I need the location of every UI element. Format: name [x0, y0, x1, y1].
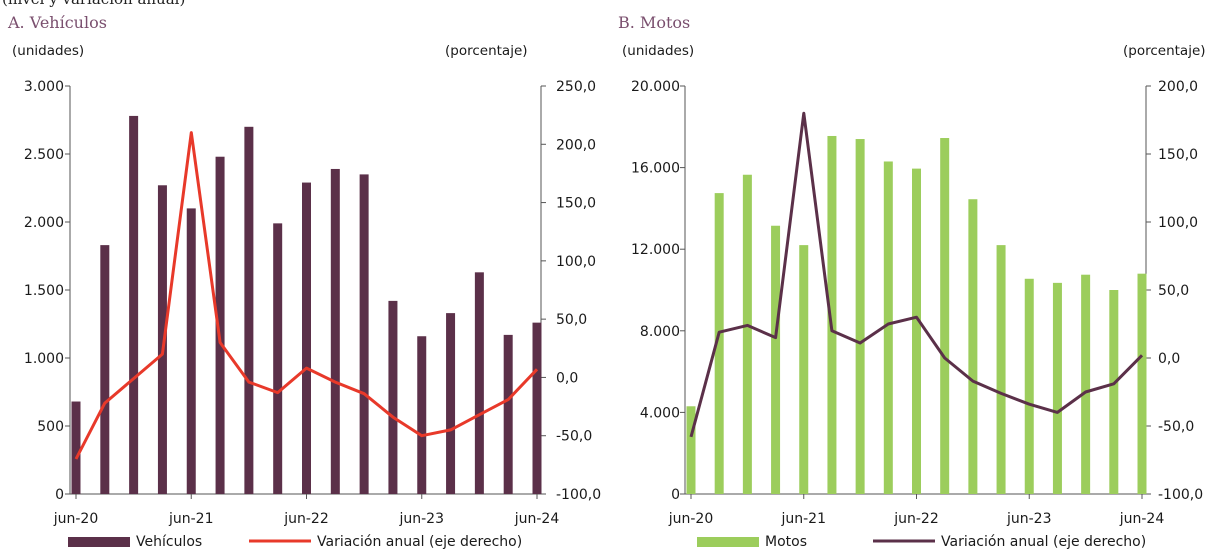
cut-subtitle: (nivel y variación anual): [2, 0, 185, 8]
bar: [129, 115, 139, 495]
x-tick-label: jun-22: [283, 511, 329, 527]
bar: [71, 401, 81, 494]
bar: [996, 245, 1006, 494]
right-axis-unit: (porcentaje): [445, 43, 528, 59]
panel-title: B. Motos: [618, 13, 690, 32]
left-tick-label: 8.000: [640, 324, 680, 340]
panel-motos: B. Motos (unidades) (porcentaje) 0 4.000 8.00…: [618, 13, 1206, 550]
left-tick-label: 500: [37, 419, 64, 435]
left-tick-label: 12.000: [631, 242, 680, 258]
left-tick-label: 1.500: [24, 283, 64, 299]
left-tick-label: 2.000: [24, 215, 64, 231]
bar: [912, 168, 921, 494]
panel-vehiculos: A. Vehículos (unidades) (porcentaje) 0 500 1.…: [7, 13, 601, 550]
right-tick-label: 50,0: [1158, 283, 1189, 299]
bar: [1024, 278, 1034, 494]
left-tick-label: 4.000: [640, 405, 680, 421]
right-tick-label: 200,0: [1158, 79, 1198, 95]
x-tick-label: jun-20: [668, 511, 714, 527]
bar: [186, 208, 196, 494]
legend-bar-swatch: [697, 537, 759, 547]
right-tick-label: -100,0: [1158, 487, 1203, 503]
right-tick-label: 250,0: [556, 79, 596, 95]
left-axis-unit: (unidades): [622, 43, 694, 59]
bar: [100, 245, 110, 494]
right-tick-label: 150,0: [1158, 147, 1198, 163]
bar: [1109, 290, 1119, 494]
bar: [883, 161, 893, 495]
bar: [855, 139, 865, 495]
x-tick-label: jun-21: [780, 511, 826, 527]
bar: [446, 313, 456, 494]
left-tick-label: 20.000: [631, 79, 680, 95]
bar: [714, 193, 724, 494]
right-tick-label: 150,0: [556, 196, 596, 212]
right-axis-unit: (porcentaje): [1123, 43, 1206, 59]
left-tick-label: 0: [671, 487, 680, 503]
left-tick-label: 16.000: [631, 161, 680, 177]
right-tick-label: 50,0: [556, 312, 587, 328]
bar: [1052, 282, 1062, 494]
panel-title: A. Vehículos: [7, 13, 107, 32]
x-tick-label: jun-23: [1006, 511, 1052, 527]
left-tick-label: 3.000: [24, 79, 64, 95]
bar: [968, 199, 978, 494]
bar: [302, 182, 311, 494]
legend-bar-label: Motos: [765, 534, 807, 550]
x-tick-label: jun-22: [893, 511, 939, 527]
bar: [1081, 274, 1091, 494]
left-axis-unit: (unidades): [12, 43, 84, 59]
right-tick-label: -50,0: [1158, 419, 1194, 435]
bar: [157, 185, 167, 494]
bar: [503, 334, 513, 494]
x-tick-label: jun-23: [398, 511, 444, 527]
bar: [359, 174, 369, 494]
variation-line: [74, 131, 539, 460]
left-tick-label: 2.500: [24, 147, 64, 163]
bar: [388, 300, 398, 494]
x-tick-label: jun-24: [1119, 511, 1165, 527]
bar: [244, 126, 254, 495]
right-tick-label: 100,0: [556, 254, 596, 270]
right-tick-label: 100,0: [1158, 215, 1198, 231]
left-tick-label: 1.000: [24, 351, 64, 367]
legend-bar-label: Vehículos: [136, 534, 202, 550]
legend-line-label: Variación anual (eje derecho): [317, 534, 522, 550]
bar: [686, 406, 696, 494]
variation-line: [689, 111, 1144, 438]
left-tick-label: 0: [55, 487, 64, 503]
bar: [940, 138, 950, 494]
x-tick-label: jun-20: [53, 511, 99, 527]
right-tick-label: -100,0: [556, 487, 601, 503]
x-tick-label: jun-21: [168, 511, 214, 527]
bar: [215, 156, 225, 494]
bar: [799, 245, 809, 494]
right-tick-label: 0,0: [1158, 351, 1180, 367]
bar: [273, 223, 283, 495]
right-tick-label: 200,0: [556, 137, 596, 153]
bar: [1137, 273, 1147, 494]
right-tick-label: -50,0: [556, 429, 592, 445]
bar: [417, 336, 427, 494]
bar: [330, 168, 340, 494]
bar: [827, 135, 837, 495]
x-tick-label: jun-24: [514, 511, 560, 527]
legend-bar-swatch: [68, 537, 130, 547]
bar: [742, 174, 752, 495]
bar: [474, 272, 484, 494]
bar: [771, 225, 781, 495]
right-tick-label: 0,0: [556, 370, 578, 386]
bar: [532, 322, 542, 494]
legend-line-label: Variación anual (eje derecho): [941, 534, 1146, 550]
